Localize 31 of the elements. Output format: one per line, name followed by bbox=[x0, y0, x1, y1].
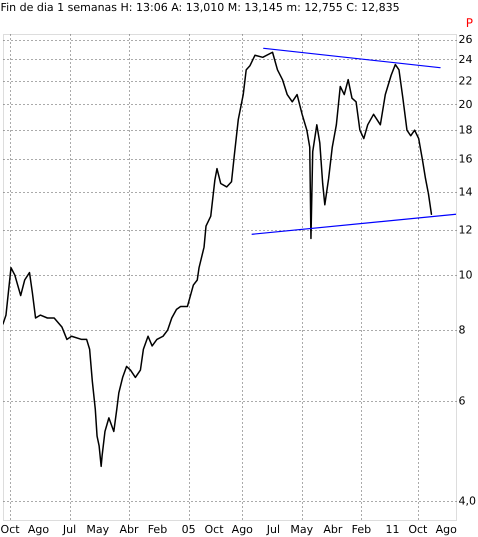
x-tick-label: Feb bbox=[352, 523, 372, 536]
x-tick-label: Jul bbox=[62, 523, 76, 536]
x-tick-label: Ago bbox=[28, 523, 50, 536]
x-tick-label: Oct bbox=[0, 523, 20, 536]
x-tick-label: May bbox=[86, 523, 110, 536]
x-tick-label: Oct bbox=[204, 523, 224, 536]
y-tick-label: 12 bbox=[458, 224, 472, 237]
y-tick-label: 20 bbox=[458, 98, 472, 111]
y-tick-label: 4,0 bbox=[458, 494, 476, 508]
text: P bbox=[466, 16, 473, 30]
x-tick-label: Ago bbox=[232, 523, 254, 536]
x-tick-label: Oct bbox=[408, 523, 428, 536]
y-tick-label: 14 bbox=[458, 186, 472, 199]
y-tick-label: 24 bbox=[458, 52, 472, 66]
y-tick-label: 22 bbox=[458, 74, 472, 88]
chart-title: Fin de dia 1 semanas H: 13:06 A: 13,010 M: 13,145 m: 12,755 C: 12,835 bbox=[0, 1, 400, 14]
x-tick-label: 05 bbox=[182, 523, 196, 536]
y-tick-label: 18 bbox=[458, 124, 472, 137]
x-tick-label: Abr bbox=[323, 523, 343, 536]
y-tick-label: 8 bbox=[458, 324, 466, 337]
y-tick-label: 26 bbox=[458, 33, 472, 46]
x-tick-label: Jul bbox=[266, 523, 280, 536]
x-tick-label: Feb bbox=[148, 523, 168, 536]
y-tick-label: 16 bbox=[458, 152, 472, 166]
y-tick-label: 6 bbox=[458, 394, 466, 408]
line-series bbox=[3, 52, 432, 468]
x-tick-label: May bbox=[290, 523, 314, 536]
x-tick-label: Abr bbox=[119, 523, 139, 536]
y-tick-label: 10 bbox=[458, 268, 472, 282]
x-tick-label: 11 bbox=[385, 523, 400, 536]
x-tick-label: Ago bbox=[436, 523, 458, 536]
